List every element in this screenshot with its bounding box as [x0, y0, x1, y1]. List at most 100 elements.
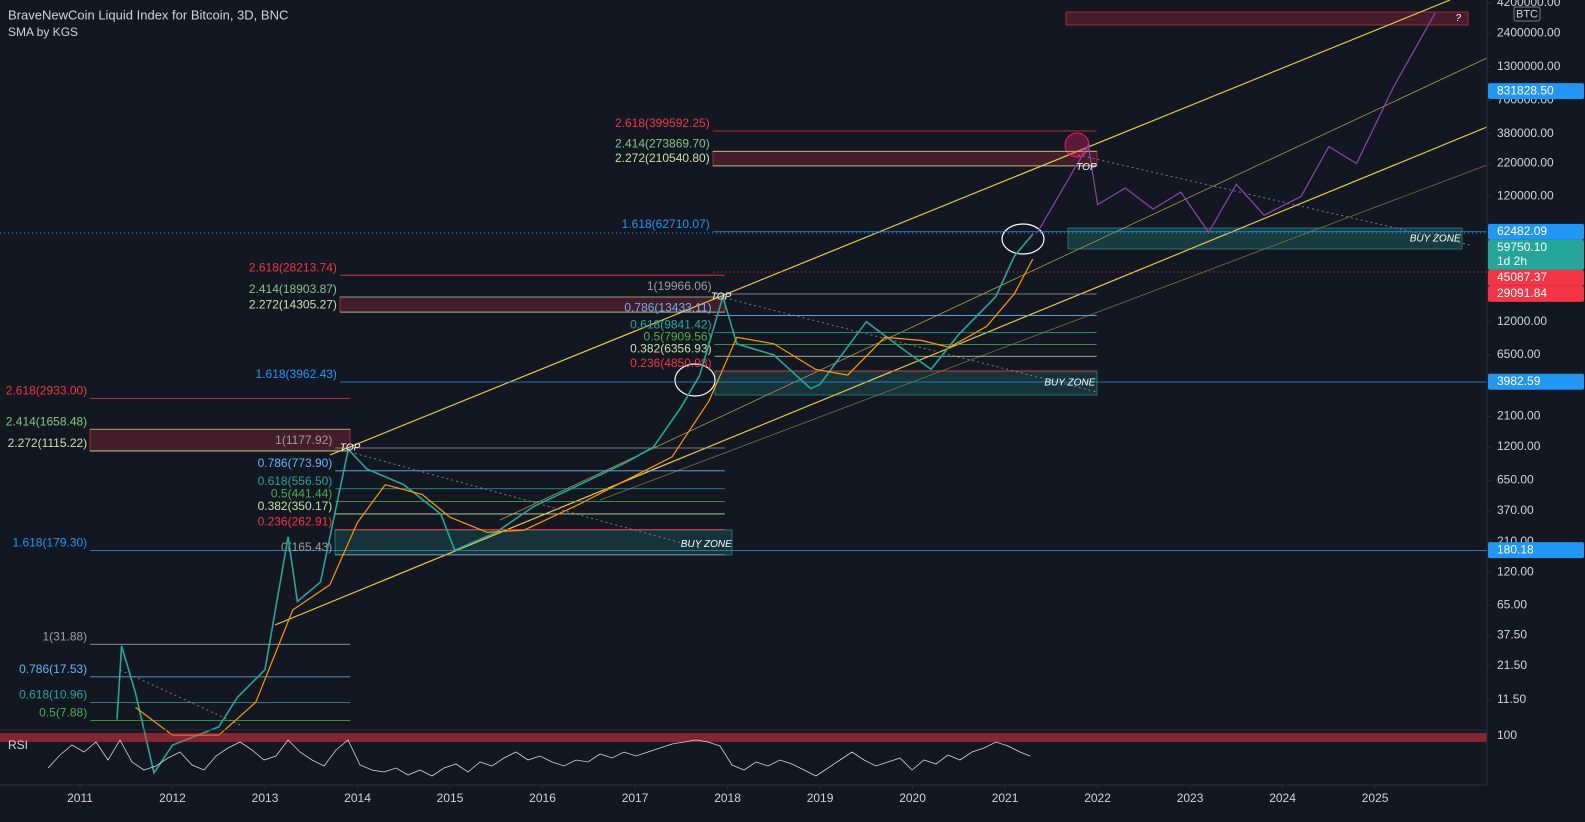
fib-label: 0(165.43)	[281, 540, 332, 554]
rsi-label: RSI	[8, 738, 28, 752]
annotation: TOP	[1076, 162, 1097, 173]
symbol: BTC	[1516, 8, 1538, 20]
trend-line	[119, 669, 241, 726]
price-tag-label: 62482.09	[1497, 224, 1547, 238]
x-tick-label: 2014	[344, 791, 371, 805]
target-zone	[1065, 11, 1469, 26]
x-tick-label: 2012	[159, 791, 186, 805]
fib-label: 0.382(6356.93)	[630, 341, 711, 355]
y-tick-label: 2100.00	[1497, 409, 1541, 423]
annotation: BUY ZONE	[1044, 377, 1095, 388]
x-tick-label: 2021	[992, 791, 1019, 805]
x-tick-label: 2011	[67, 791, 93, 805]
y-tick-label: 2400000.00	[1497, 26, 1561, 40]
plot	[116, 12, 1436, 775]
rsi-pane	[0, 729, 1487, 777]
x-tick-label: 2024	[1269, 791, 1296, 805]
y-tick-label: 6500.00	[1497, 347, 1541, 361]
chart-title: BraveNewCoin Liquid Index for Bitcoin, 3…	[8, 7, 288, 22]
zones	[89, 11, 1469, 556]
chart-subtitle: SMA by KGS	[8, 25, 78, 39]
trend-line	[349, 451, 701, 549]
price-axis: 4200000.002400000.001300000.00700000.003…	[0, 0, 1561, 805]
x-tick-label: 2022	[1084, 791, 1111, 805]
annotations: TOP TOP TOP BUY ZONE BUY ZONE BUY ZONE?	[340, 13, 1462, 550]
x-tick-label: 2025	[1362, 791, 1389, 805]
buy-zone	[1067, 227, 1463, 250]
symbol-box	[1513, 6, 1541, 22]
fib-label: 0.236(262.91)	[258, 515, 333, 529]
y-tick-label: 380000.00	[1497, 126, 1554, 140]
x-tick-label: 2013	[252, 791, 279, 805]
y-tick-label: 120000.00	[1497, 189, 1554, 203]
fib-label: 0.382(350.17)	[258, 499, 333, 513]
price-tag	[1488, 239, 1584, 270]
price-tag	[1488, 542, 1584, 559]
highlight-circle	[1064, 132, 1090, 158]
annotation: TOP	[711, 291, 732, 302]
price-tag-label: 59750.10	[1497, 240, 1547, 254]
y-tick-label: 11.50	[1497, 692, 1526, 706]
fib-label: 0.786(17.53)	[19, 662, 87, 676]
series-line	[135, 258, 1034, 736]
fib-label: 0.618(10.96)	[19, 688, 87, 702]
x-tick-label: 2018	[714, 791, 741, 805]
channel-line	[274, 126, 1488, 626]
price-tag-label: 831828.50	[1497, 83, 1554, 97]
fib-label: 1.618(62710.07)	[622, 217, 710, 231]
fib-label: 0.236(4850.98)	[630, 356, 711, 370]
fib-label: 0.786(773.90)	[258, 456, 333, 470]
trend-line	[1077, 154, 1471, 246]
fib-label: 1.618(3962.43)	[256, 367, 337, 381]
fib-label: 0.618(9841.42)	[630, 318, 711, 332]
fib-label: 0.5(441.44)	[271, 487, 332, 501]
fib-label: 1(19966.06)	[647, 279, 712, 293]
fib-label: 2.272(1115.22)	[8, 436, 88, 450]
fib-label: 2.414(1658.48)	[6, 415, 87, 429]
annotation: BUY ZONE	[681, 539, 732, 550]
price-tag-label: 45087.37	[1497, 270, 1547, 284]
buy-zone	[714, 370, 1098, 396]
fib-label: 2.414(273869.70)	[615, 137, 710, 151]
fib-label: 2.618(399592.25)	[615, 116, 710, 130]
rsi-tick-label: 100	[1497, 728, 1517, 742]
highlight-circle	[674, 363, 716, 397]
fib-label: 2.618(28213.74)	[249, 260, 337, 274]
rsi-overbought	[0, 733, 1487, 742]
y-tick-label: 650.00	[1497, 472, 1534, 486]
series-line	[1036, 12, 1436, 234]
x-tick-label: 2017	[622, 791, 649, 805]
price-tag-label: 180.18	[1497, 542, 1534, 556]
y-tick-label: 37.50	[1497, 628, 1527, 642]
series-line	[116, 233, 1034, 775]
annotation: TOP	[340, 443, 361, 454]
x-tick-label: 2020	[899, 791, 926, 805]
x-tick-label: 2016	[529, 791, 556, 805]
price-tag	[1488, 285, 1584, 302]
target-zone	[712, 150, 1098, 167]
price-tag-label: 3982.59	[1497, 374, 1541, 388]
fib-label: 2.618(2933.00)	[6, 384, 87, 398]
highlight-circle	[1001, 223, 1045, 255]
fib-label: 1(1177.92)	[275, 433, 332, 447]
countdown: 1d 2h	[1497, 254, 1527, 268]
rsi-line	[47, 739, 1031, 777]
fib-label: 0.786(13433.11)	[624, 301, 711, 315]
fib-label: 0.5(7.88)	[39, 706, 87, 720]
fib-label: 2.272(210540.80)	[615, 151, 710, 165]
y-tick-label: 12000.00	[1497, 314, 1547, 328]
fib-label: 0.618(556.50)	[258, 474, 333, 488]
fib-label: 2.272(14305.27)	[249, 297, 337, 311]
price-tag	[1488, 83, 1584, 100]
x-tick-label: 2023	[1177, 791, 1204, 805]
buy-zone	[334, 529, 733, 556]
channel-line	[499, 57, 1488, 521]
price-tag	[1488, 373, 1584, 390]
y-tick-label: 1300000.00	[1497, 59, 1561, 73]
fib-label: 1(31.88)	[42, 629, 87, 643]
y-tick-label: 120.00	[1497, 564, 1534, 578]
trend-line	[724, 297, 1098, 393]
